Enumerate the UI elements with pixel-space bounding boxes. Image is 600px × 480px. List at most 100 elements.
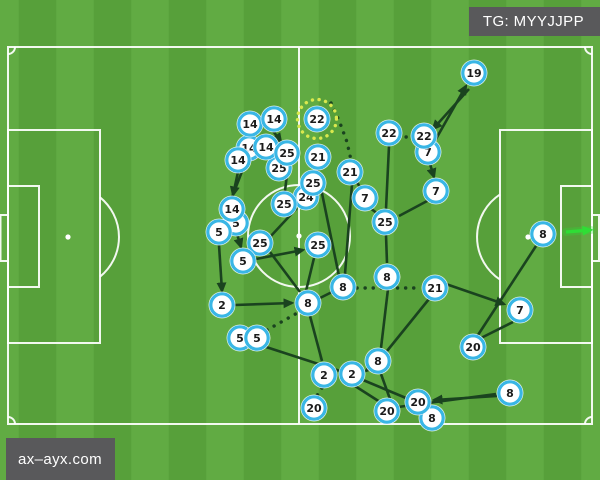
shirt-number: 20 bbox=[379, 405, 395, 418]
marker-circle bbox=[461, 60, 487, 86]
shirt-number: 14 bbox=[266, 113, 282, 126]
marker-circle bbox=[305, 144, 331, 170]
shirt-number: 8 bbox=[339, 281, 347, 294]
shirt-number: 7 bbox=[516, 304, 524, 317]
shirt-number: 8 bbox=[374, 355, 382, 368]
marker-circle bbox=[219, 196, 245, 222]
marker-circle bbox=[244, 325, 270, 351]
player-marker-25: 25 bbox=[270, 190, 298, 218]
shirt-number: 2 bbox=[320, 369, 328, 382]
shirt-number: 20 bbox=[465, 341, 481, 354]
shirt-number: 21 bbox=[427, 282, 442, 295]
player-marker-21: 21 bbox=[336, 158, 364, 186]
match-tag-label: TG: MYYJJPP bbox=[468, 7, 600, 36]
shirt-number: 25 bbox=[305, 177, 320, 190]
player-marker-8: 8 bbox=[496, 379, 524, 407]
marker-circle bbox=[374, 398, 400, 424]
player-marker-21: 21 bbox=[304, 143, 332, 171]
goal-area-right bbox=[560, 185, 593, 288]
shirt-number: 25 bbox=[279, 147, 294, 160]
shirt-number: 25 bbox=[276, 198, 291, 211]
marker-circle bbox=[460, 334, 486, 360]
marker-circle bbox=[337, 159, 363, 185]
player-marker-5: 5 bbox=[243, 324, 271, 352]
run-dotted-line bbox=[265, 310, 301, 332]
marker-circle bbox=[274, 140, 300, 166]
pass-line bbox=[343, 183, 354, 275]
corner-arc-top-left bbox=[7, 46, 16, 55]
marker-circle bbox=[261, 106, 287, 132]
pass-line bbox=[442, 281, 507, 306]
shirt-number: 22 bbox=[416, 130, 431, 143]
player-marker-14: 14 bbox=[260, 105, 288, 133]
shirt-number: 21 bbox=[310, 151, 325, 164]
pass-line bbox=[398, 198, 430, 218]
centre-spot bbox=[296, 233, 302, 239]
marker-circle bbox=[365, 348, 391, 374]
pass-line bbox=[268, 251, 302, 293]
pass-line bbox=[354, 384, 381, 404]
marker-circle bbox=[230, 248, 256, 274]
centre-circle bbox=[247, 184, 351, 288]
shirt-number: 25 bbox=[377, 216, 392, 229]
player-marker-22: 22 bbox=[295, 97, 339, 141]
shirt-number: 21 bbox=[342, 166, 357, 179]
site-watermark: ax–ayx.com bbox=[6, 438, 115, 480]
corner-arc-bottom-right bbox=[584, 416, 593, 425]
shirt-number: 22 bbox=[309, 113, 324, 126]
player-marker-7: 7 bbox=[506, 296, 534, 324]
shirt-number: 20 bbox=[410, 396, 426, 409]
penalty-spot-right bbox=[525, 234, 531, 240]
player-marker-25: 25 bbox=[299, 169, 327, 197]
goal-right bbox=[591, 214, 600, 262]
pass-line bbox=[431, 394, 498, 405]
marker-circle bbox=[374, 264, 400, 290]
player-marker-25: 25 bbox=[246, 229, 274, 257]
shirt-number: 22 bbox=[381, 127, 396, 140]
marker-circle bbox=[405, 389, 431, 415]
player-marker-14: 14 bbox=[236, 110, 264, 138]
marker-circle bbox=[372, 209, 398, 235]
pass-line bbox=[362, 378, 407, 400]
player-marker-20: 20 bbox=[300, 394, 328, 422]
pass-line bbox=[476, 245, 538, 336]
player-marker-8: 8 bbox=[373, 263, 401, 291]
player-marker-2: 2 bbox=[338, 360, 366, 388]
marker-circle bbox=[530, 221, 556, 247]
marker-circle bbox=[305, 232, 331, 258]
penalty-arc-right bbox=[476, 193, 501, 281]
marker-circle bbox=[300, 170, 326, 196]
pass-line bbox=[480, 320, 514, 340]
player-marker-25: 25 bbox=[371, 208, 399, 236]
marker-circle bbox=[247, 230, 273, 256]
marker-circle bbox=[209, 292, 235, 318]
marker-circle bbox=[339, 361, 365, 387]
player-marker-14: 14 bbox=[252, 133, 280, 161]
player-marker-22: 22 bbox=[410, 122, 438, 150]
corner-arc-bottom-left bbox=[7, 416, 16, 425]
pitch-markings bbox=[0, 46, 600, 425]
player-marker-7: 7 bbox=[422, 177, 450, 205]
shirt-number: 8 bbox=[506, 387, 514, 400]
shirt-number: 2 bbox=[218, 299, 226, 312]
shirt-number: 25 bbox=[310, 239, 325, 252]
player-marker-8: 8 bbox=[364, 347, 392, 375]
marker-circle bbox=[497, 380, 523, 406]
pass-line bbox=[430, 83, 468, 147]
marker-circle bbox=[271, 191, 297, 217]
pass-line bbox=[426, 163, 437, 180]
shirt-number: 19 bbox=[466, 67, 481, 80]
player-marker-20: 20 bbox=[404, 388, 432, 416]
pass-line bbox=[304, 257, 316, 292]
pass-line bbox=[385, 298, 431, 352]
marker-circle bbox=[225, 147, 251, 173]
marker-circle bbox=[311, 362, 337, 388]
marker-circle bbox=[301, 395, 327, 421]
pass-line bbox=[308, 315, 324, 362]
penalty-spot-left bbox=[65, 234, 71, 240]
shirt-number: 20 bbox=[306, 402, 322, 415]
shirt-number: 14 bbox=[224, 203, 240, 216]
penalty-arc-left bbox=[99, 196, 120, 278]
